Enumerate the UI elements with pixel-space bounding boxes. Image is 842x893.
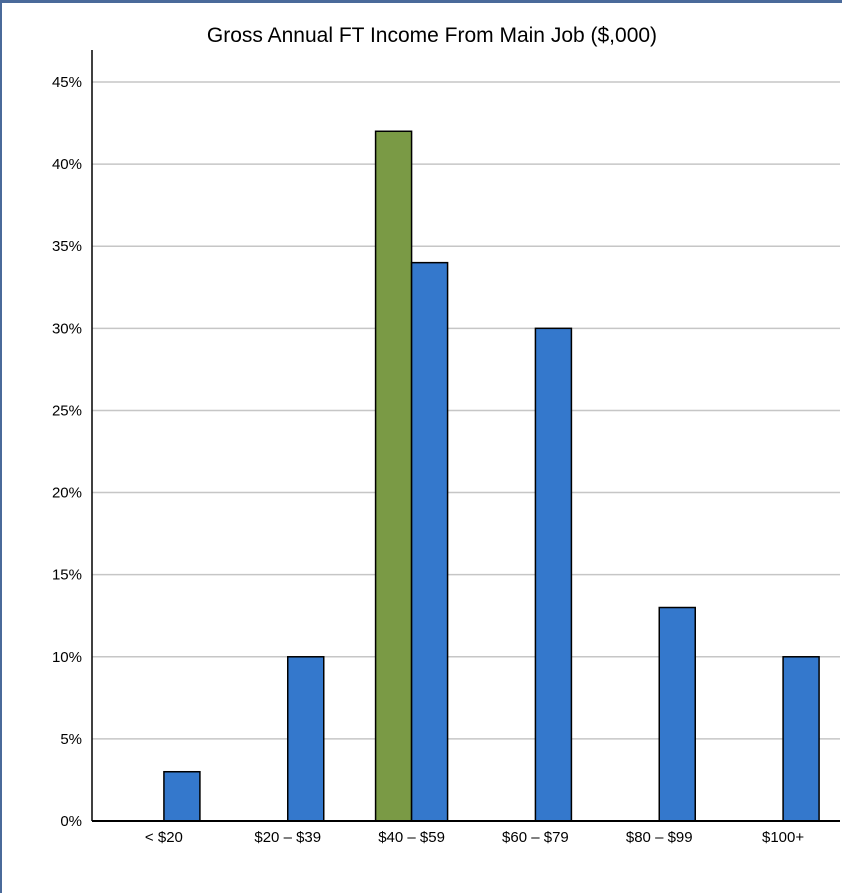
y-tick-label: 35% [52, 238, 82, 255]
gridlines [92, 81, 840, 740]
y-tick-label: 20% [52, 485, 82, 502]
bars [163, 130, 820, 822]
x-tick-label: < $20 [145, 829, 183, 846]
x-tick-label: $40 – $59 [378, 829, 445, 846]
bar-3-1 [534, 327, 573, 822]
y-tick-label: 10% [52, 649, 82, 666]
y-tick-label: 40% [52, 156, 82, 173]
x-tick-label: $20 – $39 [254, 829, 321, 846]
x-tick-label: $80 – $99 [626, 829, 693, 846]
chart-title: Gross Annual FT Income From Main Job ($,… [207, 24, 657, 47]
bar-1-1 [287, 656, 325, 822]
y-tick-label: 45% [52, 74, 82, 91]
y-tick-label: 25% [52, 402, 82, 419]
y-tick-label: 15% [52, 567, 82, 584]
bar-5-1 [782, 656, 820, 822]
bar-2-0 [374, 130, 413, 822]
bar-4-1 [658, 606, 696, 822]
bar-0-1 [163, 770, 201, 822]
y-tick-label: 30% [52, 320, 82, 337]
y-tick-label: 0% [60, 813, 82, 830]
y-axis: 0% 5% 10% 15% 20% 25% 30% 35% 40% 45% [52, 50, 93, 830]
x-axis: < $20 $20 – $39 $40 – $59 $60 – $79 $80 – $9… [92, 820, 840, 846]
bar-2-1 [410, 261, 449, 822]
y-tick-label: 5% [60, 731, 82, 748]
x-tick-label: $60 – $79 [502, 829, 569, 846]
x-tick-label: $100+ [762, 829, 804, 846]
